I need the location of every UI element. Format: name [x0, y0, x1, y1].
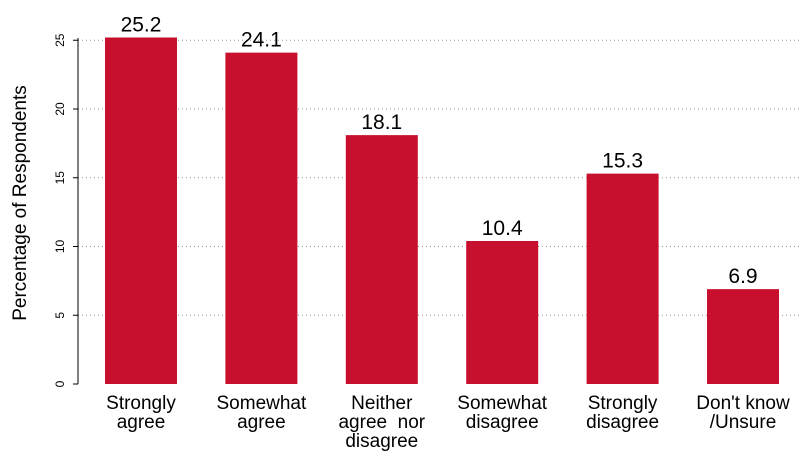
category-label: agree nor	[338, 412, 425, 433]
category-label: Neither	[351, 393, 413, 414]
y-tick-label: 20	[53, 102, 67, 116]
value-label: 18.1	[361, 111, 402, 134]
value-labels: 25.2 24.1 18.1 10.4 15.3 6.9	[121, 14, 758, 289]
bars	[105, 37, 779, 384]
bar	[466, 241, 539, 384]
gridlines	[78, 39, 800, 316]
category-label: Somewhat	[457, 393, 547, 414]
value-label: 25.2	[121, 14, 162, 37]
bar	[105, 37, 177, 384]
y-ticks: 0 5 10 15 20 25	[53, 33, 78, 387]
category-label: Somewhat	[217, 393, 307, 414]
y-tick-label: 5	[53, 312, 67, 319]
value-label: 10.4	[482, 217, 523, 240]
category-label: disagree	[586, 412, 659, 433]
value-label: 24.1	[241, 29, 282, 52]
category-label: disagree	[466, 412, 539, 433]
bar	[707, 289, 779, 384]
value-label: 6.9	[728, 265, 757, 288]
category-label: Strongly	[106, 393, 176, 414]
bar	[345, 135, 418, 384]
y-tick-label: 10	[53, 240, 67, 254]
category-label: disagree	[345, 431, 418, 452]
category-label: Strongly	[588, 393, 658, 414]
category-label: agree	[117, 412, 166, 433]
bar	[225, 52, 298, 384]
y-axis-label: Percentage of Respondents	[10, 85, 31, 321]
y-tick-label: 15	[53, 171, 67, 185]
category-label: /Unsure	[710, 412, 777, 433]
value-label: 15.3	[602, 150, 643, 173]
bar	[586, 173, 659, 384]
y-tick-label: 25	[53, 33, 67, 47]
category-label: agree	[237, 412, 286, 433]
category-label: Don't know	[696, 393, 790, 414]
y-tick-label: 0	[53, 380, 67, 387]
